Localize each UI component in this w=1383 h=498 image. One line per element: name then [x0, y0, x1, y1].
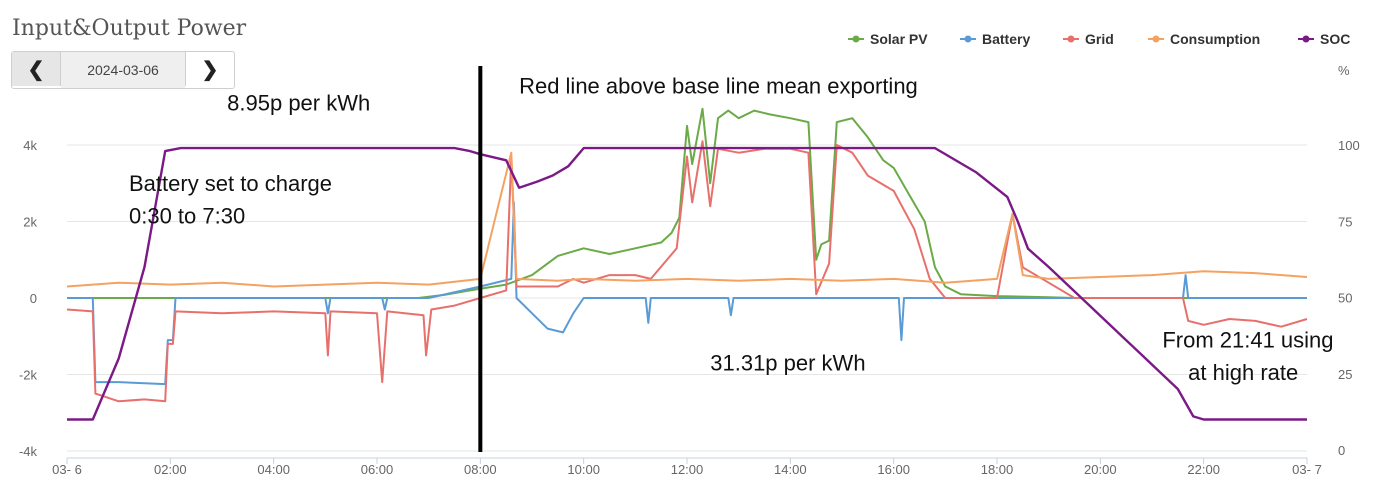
y-left-tick-label: 0: [30, 291, 37, 306]
annotation-text: Battery set to charge: [129, 171, 332, 196]
legend-label[interactable]: SOC: [1320, 31, 1350, 47]
y-right-tick-label: 100: [1338, 138, 1360, 153]
series-line-consumption: [66, 151, 1308, 288]
x-tick-label: 06:00: [361, 462, 394, 477]
x-tick-label: 14:00: [774, 462, 807, 477]
series-line-solar-pv: [67, 107, 1307, 299]
page-title: Input&Output Power: [12, 16, 247, 41]
x-tick-label: 22:00: [1187, 462, 1220, 477]
next-day-button[interactable]: ❯: [185, 52, 234, 86]
legend-swatch-marker[interactable]: [964, 35, 972, 43]
date-navigator: ❮ 2024-03-06 ❯: [11, 51, 235, 89]
legend-swatch-marker[interactable]: [1302, 35, 1310, 43]
annotation-text: From 21:41 using: [1162, 328, 1333, 353]
x-tick-label: 12:00: [671, 462, 704, 477]
legend-label[interactable]: Solar PV: [870, 31, 928, 47]
x-tick-label: 04:00: [257, 462, 290, 477]
legend-swatch-marker[interactable]: [852, 35, 860, 43]
y-right-tick-label: 50: [1338, 291, 1352, 306]
x-tick-label: 03- 7: [1292, 462, 1322, 477]
date-display[interactable]: 2024-03-06: [61, 52, 185, 88]
x-tick-label: 10:00: [567, 462, 600, 477]
chevron-left-icon: ❮: [27, 58, 45, 81]
series-line-soc: [67, 146, 1307, 421]
x-tick-label: 18:00: [981, 462, 1014, 477]
y-right-tick-label: 75: [1338, 214, 1352, 229]
annotation-text: 0:30 to 7:30: [129, 203, 245, 228]
legend-swatch-marker[interactable]: [1067, 35, 1075, 43]
x-tick-label: 02:00: [154, 462, 187, 477]
y-left-tick-label: 2k: [23, 215, 37, 230]
legend-swatch-marker[interactable]: [1152, 35, 1160, 43]
legend-label[interactable]: Grid: [1085, 31, 1114, 47]
chevron-right-icon: ❯: [201, 58, 219, 81]
legend-label[interactable]: Consumption: [1170, 31, 1260, 47]
y-right-tick-label: 0: [1338, 443, 1345, 458]
annotation-text: Red line above base line mean exporting: [519, 73, 918, 98]
y-left-tick-label: -4k: [19, 444, 38, 459]
y-left-tick-label: 4k: [23, 138, 37, 153]
x-tick-label: 03- 6: [52, 462, 82, 477]
series-line-battery: [67, 201, 1307, 386]
annotation-text: at high rate: [1188, 360, 1298, 385]
annotation-text: 31.31p per kWh: [710, 351, 865, 376]
y-right-tick-label: 25: [1338, 367, 1352, 382]
x-tick-label: 20:00: [1084, 462, 1117, 477]
prev-day-button[interactable]: ❮: [12, 52, 61, 86]
x-tick-label: 16:00: [877, 462, 910, 477]
x-tick-label: 08:00: [464, 462, 497, 477]
y-left-tick-label: -2k: [19, 368, 38, 383]
legend-label[interactable]: Battery: [982, 31, 1030, 47]
y-right-unit-label: %: [1338, 63, 1350, 78]
annotation-text: 8.95p per kWh: [227, 91, 370, 116]
